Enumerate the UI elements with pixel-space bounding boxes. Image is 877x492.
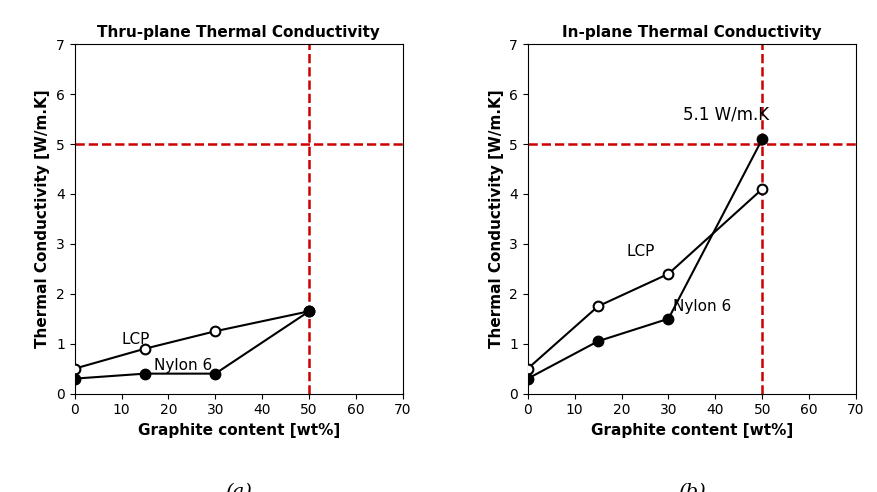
Y-axis label: Thermal Conductivity [W/m.K]: Thermal Conductivity [W/m.K] xyxy=(35,90,50,348)
X-axis label: Graphite content [wt%]: Graphite content [wt%] xyxy=(138,423,339,438)
Title: In-plane Thermal Conductivity: In-plane Thermal Conductivity xyxy=(561,25,821,40)
Text: LCP: LCP xyxy=(121,332,150,347)
Title: Thru-plane Thermal Conductivity: Thru-plane Thermal Conductivity xyxy=(97,25,380,40)
Text: 5.1 W/m.K: 5.1 W/m.K xyxy=(681,105,767,123)
Text: (b): (b) xyxy=(677,483,705,492)
Text: (a): (a) xyxy=(225,483,252,492)
Text: Nylon 6: Nylon 6 xyxy=(154,358,212,372)
Y-axis label: Thermal Conductivity [W/m.K]: Thermal Conductivity [W/m.K] xyxy=(488,90,503,348)
Text: LCP: LCP xyxy=(625,245,654,259)
Text: Nylon 6: Nylon 6 xyxy=(673,299,731,314)
X-axis label: Graphite content [wt%]: Graphite content [wt%] xyxy=(590,423,792,438)
